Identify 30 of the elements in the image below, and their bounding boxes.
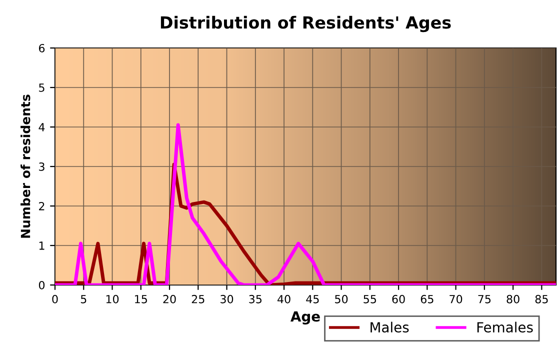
x-tick-label: 65 [420,294,434,304]
x-tick-label: 35 [249,294,262,304]
x-tick-label: 10 [106,294,119,304]
x-axis-title: Age [290,311,320,324]
chart-title: Distribution of Residents' Ages [160,16,451,32]
x-tick-label: 5 [80,295,86,304]
y-axis-title: Number of residents [20,94,30,238]
x-tick-label: 15 [135,295,147,304]
x-tick-label: 25 [192,294,204,304]
x-tick-label: 45 [306,295,319,304]
x-tick-label: 50 [335,294,348,304]
y-tick-label: 4 [38,123,45,132]
x-tick-label: 75 [478,295,491,304]
x-tick-label: 30 [220,294,234,304]
x-tick-label: 0 [52,294,58,304]
legend-label: Females [477,322,533,333]
legend-label: Males [370,322,409,333]
x-tick-label: 20 [163,294,176,304]
x-tick-label: 40 [278,294,290,304]
y-tick-label: 2 [39,202,44,210]
x-tick-label: 70 [450,294,462,304]
y-tick-label: 1 [39,242,44,250]
x-tick-label: 80 [506,294,520,304]
y-tick-label: 5 [39,84,44,92]
x-tick-label: 55 [364,295,376,304]
x-tick-label: 60 [392,294,405,304]
y-tick-label: 6 [38,44,45,52]
y-tick-label: 0 [38,280,45,290]
y-tick-label: 3 [39,162,44,171]
x-tick-label: 85 [535,294,548,304]
